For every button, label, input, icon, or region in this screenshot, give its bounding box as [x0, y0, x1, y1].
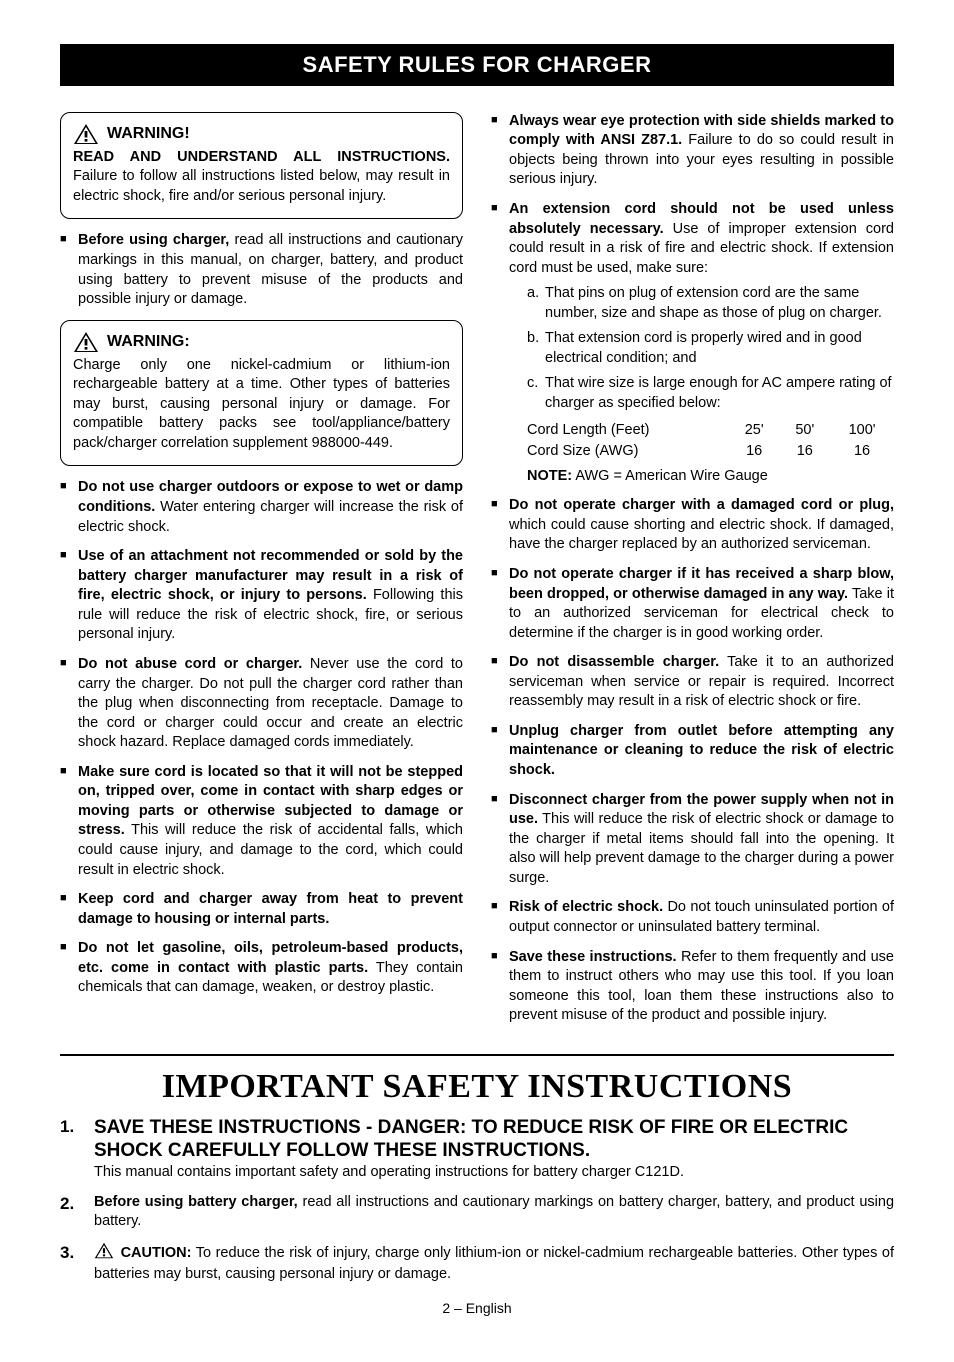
bullet-item: Do not use charger outdoors or expose to…	[60, 478, 463, 537]
bullet-item: Save these instructions. Refer to them f…	[491, 948, 894, 1026]
numbered-item: 1.SAVE THESE INSTRUCTIONS - DANGER: TO R…	[60, 1116, 894, 1183]
sub-table-wrap: Cord Length (Feet)25'50'100' Cord Size (A…	[527, 420, 894, 487]
warning-box-2: WARNING: Charge only one nickel-cadmium …	[60, 320, 463, 467]
numbered-list: 1.SAVE THESE INSTRUCTIONS - DANGER: TO R…	[60, 1116, 894, 1285]
left-bullet-list: Do not use charger outdoors or expose to…	[60, 478, 463, 998]
two-column-layout: WARNING! READ AND UNDERSTAND ALL INSTRUC…	[60, 112, 894, 1036]
table-cell: 50'	[779, 420, 830, 442]
numbered-item: 2.Before using battery charger, read all…	[60, 1193, 894, 1232]
right-column: Always wear eye protection with side shi…	[491, 112, 894, 1036]
sub-item: b.That extension cord is properly wired …	[527, 329, 894, 368]
bullet-item-extension-cord: An extension cord should not be used unl…	[491, 200, 894, 486]
warning-body: Charge only one nickel-cadmium or lithiu…	[73, 356, 450, 454]
bullet-item: Risk of electric shock. Do not touch uni…	[491, 898, 894, 937]
bullet-item: Disconnect charger from the power supply…	[491, 791, 894, 889]
table-cell: 25'	[729, 420, 780, 442]
bullet-item: Do not let gasoline, oils, petroleum-bas…	[60, 939, 463, 998]
bullet-item: Use of an attachment not recommended or …	[60, 547, 463, 645]
warning-icon	[73, 123, 99, 145]
table-cell: 16	[779, 441, 830, 463]
warning-label: WARNING:	[107, 331, 190, 353]
left-column: WARNING! READ AND UNDERSTAND ALL INSTRUC…	[60, 112, 463, 1036]
bullet-item: Keep cord and charger away from heat to …	[60, 890, 463, 929]
right-bullet-list: Always wear eye protection with side shi…	[491, 112, 894, 1026]
bullet-item: Unplug charger from outlet before attemp…	[491, 722, 894, 781]
table-cell: 16	[830, 441, 894, 463]
bullet-item: Before using charger, read all instructi…	[60, 231, 463, 309]
warning-icon	[94, 1242, 114, 1266]
numbered-item: 3. CAUTION: To reduce the risk of injury…	[60, 1242, 894, 1285]
warning-box-1: WARNING! READ AND UNDERSTAND ALL INSTRUC…	[60, 112, 463, 220]
page-footer: 2 – English	[60, 1299, 894, 1318]
sub-item: c.That wire size is large enough for AC …	[527, 374, 894, 413]
table-cell: 16	[729, 441, 780, 463]
table-cell: Cord Length (Feet)	[527, 420, 729, 442]
bullet-item: Do not operate charger if it has receive…	[491, 565, 894, 643]
bullet-item: Do not disassemble charger. Take it to a…	[491, 653, 894, 712]
table-cell: Cord Size (AWG)	[527, 441, 729, 463]
bullet-item: Make sure cord is located so that it wil…	[60, 763, 463, 880]
warning-label: WARNING!	[107, 123, 190, 145]
bullet-item: Always wear eye protection with side shi…	[491, 112, 894, 190]
important-title: IMPORTANT SAFETY INSTRUCTIONS	[60, 1064, 894, 1110]
bullet-item: Do not abuse cord or charger. Never use …	[60, 655, 463, 753]
warning-body: READ AND UNDERSTAND ALL INSTRUCTIONS. Fa…	[73, 148, 450, 207]
wire-gauge-table: Cord Length (Feet)25'50'100' Cord Size (A…	[527, 420, 894, 463]
page-banner: SAFETY RULES FOR CHARGER	[60, 44, 894, 86]
bullet-item: Do not operate charger with a damaged co…	[491, 496, 894, 555]
separator-rule	[60, 1054, 894, 1056]
table-cell: 100'	[830, 420, 894, 442]
warning-icon	[73, 331, 99, 353]
sub-item: a.That pins on plug of extension cord ar…	[527, 284, 894, 323]
